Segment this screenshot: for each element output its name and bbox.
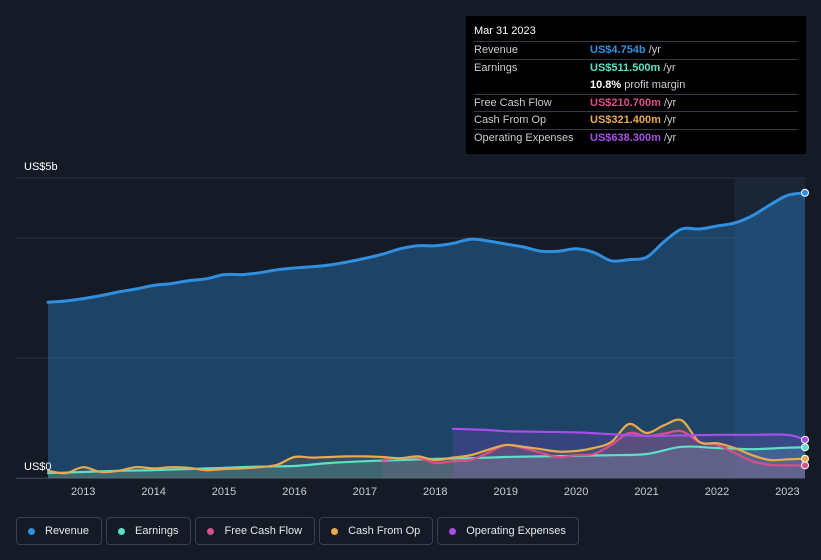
x-tick-label: 2013 xyxy=(71,486,95,498)
legend-item-revenue[interactable]: Revenue xyxy=(16,517,103,545)
tooltip-row-unit: /yr xyxy=(663,61,676,74)
legend-dot-icon xyxy=(207,527,215,535)
tooltip-row: 10.8% profit margin xyxy=(474,76,798,94)
legend: Revenue Earnings Free Cash Flow Cash From O… xyxy=(16,517,579,545)
tooltip-row: Cash From Op US$321.400m/yr xyxy=(474,111,798,129)
legend-dot-icon xyxy=(28,527,35,535)
x-tick-label: 2015 xyxy=(212,486,236,498)
tooltip-row-label xyxy=(474,77,590,94)
legend-label: Free Cash Flow xyxy=(224,525,303,537)
series-lines xyxy=(46,191,807,475)
x-tick-label: 2018 xyxy=(423,486,447,498)
tooltip-row-unit: /yr xyxy=(663,114,677,126)
tooltip-row-unit: /yr xyxy=(663,96,677,109)
tooltip-row-label: Cash From Op xyxy=(474,114,547,126)
tooltip-row-label: Earnings xyxy=(474,61,518,74)
x-tick-label: 2017 xyxy=(353,486,377,498)
legend-dot-icon xyxy=(118,527,126,535)
tooltip: Mar 31 2023 Revenue US$4.754b/yr Earnings U… xyxy=(466,16,806,154)
tooltip-row-label: Revenue xyxy=(474,44,519,56)
operating-expenses-area xyxy=(452,428,805,478)
tooltip-row-unit: profit margin xyxy=(624,79,686,91)
tooltip-row: Revenue US$4.754b/yr xyxy=(474,41,798,59)
tooltip-row-value: 10.8% xyxy=(590,79,622,91)
tooltip-row-label: Operating Expenses xyxy=(474,131,574,144)
x-tick-label: 2014 xyxy=(141,486,165,498)
earnings-end-marker xyxy=(801,443,809,452)
y-axis-bottom-label: US$0 xyxy=(24,461,52,473)
tooltip-row: Earnings US$511.500m/yr xyxy=(474,58,798,77)
legend-label: Cash From Op xyxy=(348,525,421,537)
forecast-region xyxy=(734,178,805,478)
cash-from-op-end-marker xyxy=(801,454,809,463)
legend-item-free-cash-flow[interactable]: Free Cash Flow xyxy=(195,517,316,545)
revenue-area xyxy=(48,192,805,479)
legend-label: Operating Expenses xyxy=(466,525,566,537)
legend-dot-icon xyxy=(331,527,339,535)
free-cash-flow-end-marker xyxy=(801,461,809,470)
revenue-end-marker xyxy=(801,188,809,197)
earnings-area xyxy=(48,446,805,478)
x-tick-label: 2021 xyxy=(634,486,658,498)
legend-label: Revenue xyxy=(45,525,90,537)
tooltip-row-value: US$321.400m xyxy=(590,114,661,126)
tooltip-row-value: US$4.754b xyxy=(590,44,646,56)
cash-from-op-line xyxy=(46,418,807,475)
series-areas xyxy=(48,192,805,479)
x-tick-label: 2022 xyxy=(705,486,729,498)
operating-expenses-line xyxy=(451,427,807,441)
revenue-line xyxy=(46,191,807,304)
x-axis-ticks: 2013 2014 2015 2016 2017 2018 2019 2020 2021 2022… xyxy=(71,486,800,498)
tooltip-row: Operating Expenses US$638.300m/yr xyxy=(474,128,798,147)
tooltip-rows: Revenue US$4.754b/yr Earnings US$511.500m/y… xyxy=(474,41,798,146)
x-tick-label: 2020 xyxy=(564,486,588,498)
cash-from-op-area xyxy=(48,419,805,478)
tooltip-row-unit: /yr xyxy=(663,131,677,144)
legend-item-operating-expenses[interactable]: Operating Expenses xyxy=(437,517,579,545)
operating-expenses-end-marker xyxy=(801,435,809,444)
legend-item-earnings[interactable]: Earnings xyxy=(106,517,192,545)
x-tick-label: 2019 xyxy=(493,486,517,498)
y-axis-top-label: US$5b xyxy=(24,161,58,173)
legend-item-cash-from-op[interactable]: Cash From Op xyxy=(319,517,434,545)
earnings-line xyxy=(46,445,807,475)
x-tick-label: 2023 xyxy=(775,486,799,498)
series-end-markers xyxy=(801,188,809,470)
grid-lines xyxy=(16,177,805,479)
tooltip-row-label: Free Cash Flow xyxy=(474,96,552,109)
tooltip-row-unit: /yr xyxy=(648,44,661,56)
tooltip-row-value: US$210.700m xyxy=(590,96,661,109)
tooltip-row-value: US$638.300m xyxy=(590,131,661,144)
x-tick-label: 2016 xyxy=(282,486,306,498)
free-cash-flow-line xyxy=(381,429,807,467)
tooltip-row-value: US$511.500m xyxy=(590,61,661,74)
tooltip-row: Free Cash Flow US$210.700m/yr xyxy=(474,93,798,112)
tooltip-date: Mar 31 2023 xyxy=(474,25,536,37)
legend-label: Earnings xyxy=(135,525,179,537)
legend-dot-icon xyxy=(449,527,457,535)
